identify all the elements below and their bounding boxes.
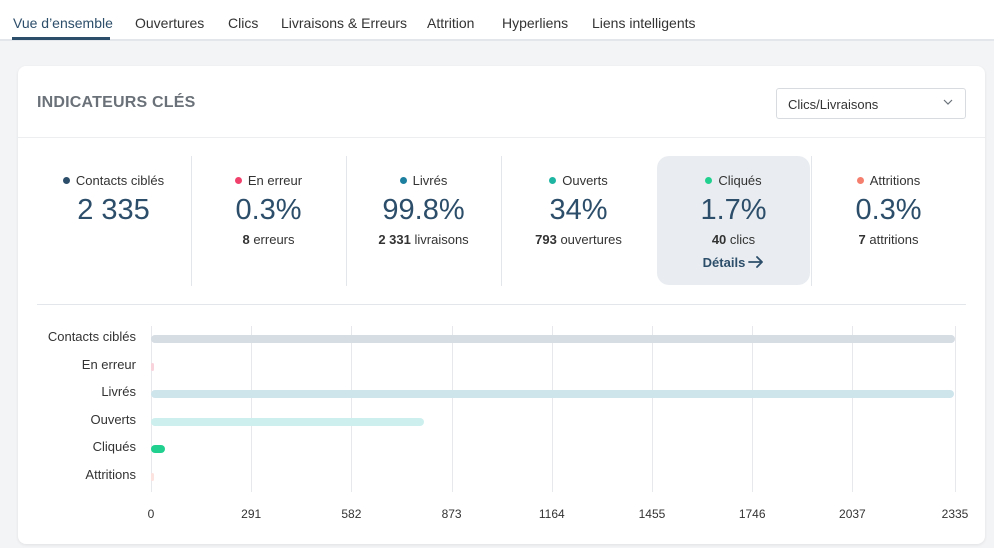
gridline	[651, 326, 653, 492]
kpi-chart-divider	[37, 304, 966, 305]
x-tick-label: 1746	[738, 507, 766, 521]
x-tick-label: 873	[441, 507, 462, 521]
kpi-sub: 40 clics	[657, 232, 810, 247]
kpi-label: Cliqués	[718, 173, 762, 188]
kpi-dot	[234, 177, 242, 184]
kpi-sub-text: clics	[729, 232, 756, 247]
kpi-cliques[interactable]: Cliqués 1.7% 40 clics Détails	[657, 156, 810, 285]
kpi-sub-text: livraisons	[414, 232, 469, 247]
y-category-label: En erreur	[81, 356, 136, 372]
metric-select-value: Clics/Livraisons	[788, 97, 879, 112]
x-tick-label: 1455	[638, 507, 666, 521]
kpi-value: 0.3%	[235, 194, 302, 226]
gridline	[551, 326, 553, 492]
arrow-right-icon	[748, 256, 764, 268]
y-category-label: Contacts ciblés	[47, 329, 136, 344]
bar[interactable]	[151, 390, 954, 398]
kpi-dot	[62, 177, 70, 184]
kpi-sub-count: 40	[711, 232, 727, 247]
gridline	[955, 326, 956, 492]
kpi-label: Livrés	[412, 173, 448, 188]
x-tick-label: 582	[341, 507, 362, 521]
y-category-label: Livrés	[101, 384, 136, 399]
kpi-dot	[399, 177, 407, 184]
tab-attrition[interactable]: Attrition	[427, 15, 475, 31]
active-tab-indicator	[12, 37, 110, 40]
details-link[interactable]: Détails	[657, 255, 810, 270]
kpi-dot	[549, 177, 557, 184]
kpi-label: Ouverts	[562, 173, 608, 188]
kpi-sub: 793 ouvertures	[502, 232, 655, 247]
bar-chart: 0 291 582 873 1164 1455 1746 2037 2335 Contacts c…	[18, 66, 985, 544]
details-link-label: Détails	[702, 255, 746, 270]
header-divider	[18, 137, 985, 138]
kpi-en-erreur: En erreur 0.3% 8 erreurs	[192, 156, 345, 285]
bar[interactable]	[151, 335, 955, 343]
kpi-value: 34%	[549, 194, 608, 226]
bar[interactable]	[151, 445, 165, 453]
kpi-label: Attritions	[869, 173, 921, 188]
bar[interactable]	[151, 417, 425, 426]
kpi-value: 2 335	[77, 194, 150, 226]
kpi-sub-text: attritions	[869, 232, 919, 247]
gridline	[251, 326, 253, 492]
gridline	[752, 326, 754, 492]
kpi-divider	[501, 156, 502, 286]
kpi-sub-count: 2 331	[378, 232, 411, 247]
kpi-label: Contacts ciblés	[75, 173, 165, 188]
x-tick-label: 2037	[839, 507, 866, 521]
tab-hyperliens[interactable]: Hyperliens	[502, 15, 569, 31]
card-title: INDICATEURS CLÉS	[37, 94, 196, 111]
kpi-dot	[705, 177, 713, 184]
kpi-label: En erreur	[247, 173, 303, 188]
tab-livraisons-erreurs[interactable]: Livraisons & Erreurs	[281, 15, 408, 31]
kpi-sub-text: erreurs	[253, 232, 295, 247]
gridline	[351, 326, 353, 492]
kpi-divider	[191, 156, 192, 286]
kpi-divider	[346, 156, 347, 286]
kpi-sub-count: 793	[535, 232, 557, 247]
tab-bar: Vue d’ensemble Ouvertures Clics Livraiso…	[0, 0, 994, 41]
gridline	[451, 326, 453, 492]
kpi-sub: 8 erreurs	[192, 232, 345, 247]
kpi-contacts-cibles: Contacts ciblés 2 335	[37, 156, 190, 285]
kpi-value: 99.8%	[382, 194, 465, 226]
kpi-divider	[811, 156, 812, 286]
kpi-dot	[856, 177, 864, 184]
key-indicators-card: INDICATEURS CLÉS Clics/Livraisons Contac…	[18, 66, 985, 544]
kpi-attritions: Attritions 0.3% 7 attritions	[812, 156, 965, 285]
tab-liens-intelligents[interactable]: Liens intelligents	[592, 15, 696, 31]
chevron-down-icon	[943, 99, 953, 105]
bar[interactable]	[151, 472, 154, 481]
kpi-livres: Livrés 99.8% 2 331 livraisons	[347, 156, 500, 285]
gridline	[151, 326, 152, 492]
x-tick-label: 1164	[538, 507, 565, 521]
y-category-label: Attritions	[85, 466, 136, 482]
kpi-value: 1.7%	[700, 194, 767, 226]
kpi-sub-count: 7	[858, 232, 866, 247]
y-category-label: Cliqués	[92, 439, 136, 454]
kpi-ouverts: Ouverts 34% 793 ouvertures	[502, 156, 655, 285]
kpi-sub: 2 331 livraisons	[347, 232, 500, 247]
tab-ouvertures[interactable]: Ouvertures	[135, 15, 205, 31]
bar[interactable]	[151, 362, 154, 371]
x-tick-label: 2335	[941, 507, 969, 521]
x-tick-label: 0	[147, 507, 155, 521]
kpi-sub: 7 attritions	[812, 232, 965, 247]
tab-clics[interactable]: Clics	[228, 15, 259, 31]
x-tick-label: 291	[241, 507, 262, 521]
tab-vue-ensemble[interactable]: Vue d’ensemble	[13, 15, 113, 31]
gridline	[852, 326, 854, 492]
kpi-sub-text: ouvertures	[560, 232, 622, 247]
metric-select[interactable]: Clics/Livraisons	[776, 88, 966, 119]
kpi-sub-count: 8	[242, 232, 250, 247]
y-category-label: Ouverts	[90, 411, 136, 427]
kpi-value: 0.3%	[855, 194, 922, 226]
